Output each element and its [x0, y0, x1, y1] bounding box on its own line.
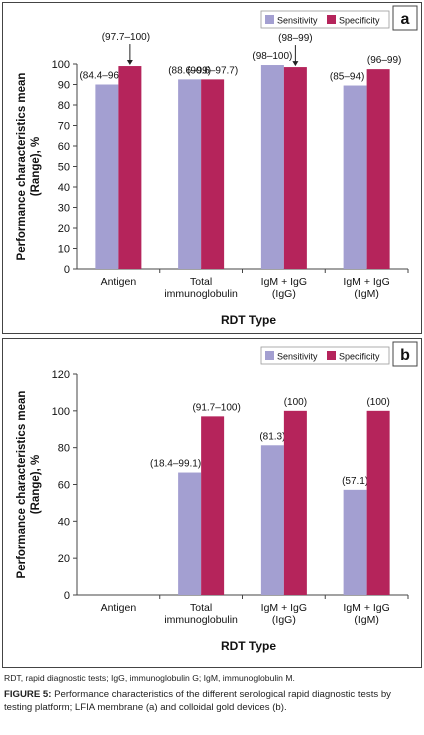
- chart-a-bar-specificity: [366, 69, 390, 269]
- chart-a-data-label: (90.6–97.7): [187, 65, 238, 76]
- chart-b-bar-specificity: [201, 416, 225, 595]
- chart-a-arrow-head: [292, 61, 299, 67]
- chart-a-panel-letter: a: [401, 11, 410, 28]
- chart-a-y-tick-label: 70: [58, 121, 70, 133]
- chart-a-x-tick-label: Antigen: [101, 276, 137, 288]
- chart-a-bar-specificity: [118, 66, 142, 269]
- chart-a-x-tick-label: Total: [190, 276, 212, 288]
- chart-a-y-tick-label: 10: [58, 244, 70, 256]
- chart-a-x-tick-label: (IgG): [272, 288, 296, 300]
- chart-a-y-tick-label: 0: [64, 264, 70, 276]
- chart-a-y-tick-label: 30: [58, 203, 70, 215]
- chart-b-x-tick-label: Total: [190, 602, 212, 614]
- chart-b-bar-sensitivity: [343, 489, 367, 595]
- chart-b-data-label: (100): [366, 397, 389, 408]
- chart-a-bar-specificity: [283, 67, 307, 269]
- chart-b-bar-specificity: [366, 410, 390, 595]
- chart-a-legend-label: Specificity: [339, 16, 380, 26]
- chart-b-bar-specificity: [283, 410, 307, 595]
- chart-b-legend-swatch: [327, 351, 336, 360]
- chart-b-panel-letter: b: [400, 347, 410, 364]
- chart-a-bar-sensitivity: [343, 85, 367, 270]
- chart-a-data-label: (98–99): [278, 33, 312, 44]
- chart-b-y-tick-label: 40: [58, 516, 70, 528]
- caption-lead: FIGURE 5:: [4, 689, 52, 700]
- chart-b-bar-sensitivity: [178, 472, 202, 595]
- chart-a-y-tick-label: 100: [52, 59, 70, 71]
- chart-a-data-label: (98–100): [252, 51, 292, 62]
- chart-a-arrow-head: [126, 60, 133, 66]
- chart-a-y-tick-label: 50: [58, 162, 70, 174]
- chart-b-y-tick-label: 80: [58, 443, 70, 455]
- chart-b-data-label: (100): [284, 397, 307, 408]
- abbreviation-footnote: RDT, rapid diagnostic tests; IgG, immuno…: [4, 673, 295, 683]
- chart-a-bar-specificity: [201, 79, 225, 269]
- chart-a-x-axis-label: RDT Type: [221, 313, 276, 327]
- chart-a-legend-box: [260, 10, 390, 29]
- chart-b-legend-label: Specificity: [339, 352, 380, 362]
- chart-a-data-label: (84.4–96): [79, 71, 122, 82]
- chart-a-y-tick-label: 20: [58, 223, 70, 235]
- chart-a-y-tick-label: 80: [58, 100, 70, 112]
- chart-b-x-tick-label: (IgM): [354, 614, 379, 626]
- chart-a-y-axis-label: Performance characteristics mean (Range),…: [16, 73, 42, 261]
- chart-a-data-label: (88.6–99): [168, 65, 211, 76]
- chart-a-legend-swatch: [265, 15, 274, 24]
- chart-b-x-axis-label: RDT Type: [221, 639, 276, 653]
- chart-b-y-tick-label: 0: [64, 590, 70, 602]
- chart-b-panel-letter-box: [392, 341, 418, 367]
- chart-b-x-tick-label: (IgG): [272, 614, 296, 626]
- chart-b-data-label: (18.4–99.1): [150, 459, 201, 470]
- chart-a-x-tick-label: IgM + IgG: [343, 276, 389, 288]
- chart-b-x-tick-label: immunoglobulin: [164, 614, 238, 626]
- chart-a-bar-sensitivity: [260, 65, 284, 270]
- chart-a-svg: 0 10 20 30 40 50 60 70 80 90 100 Performance charac…: [16, 5, 418, 327]
- figure-caption: FIGURE 5: Performance characteristics of…: [4, 689, 420, 714]
- chart-b-bar-sensitivity: [260, 445, 284, 595]
- chart-a-data-label: (85–94): [330, 72, 364, 83]
- chart-a-legend-label: Sensitivity: [277, 16, 318, 26]
- chart-b-legend-label: Sensitivity: [277, 352, 318, 362]
- chart-a-y-tick-label: 90: [58, 80, 70, 92]
- chart-a-legend-swatch: [327, 15, 336, 24]
- chart-b-y-tick-label: 120: [52, 369, 70, 381]
- chart-b-data-label: (57.1): [342, 476, 368, 487]
- chart-b-y-axis-label: Performance characteristics mean (Range),…: [16, 391, 42, 579]
- chart-b-svg: 0 20 40 60 80 100 120 Performance characteristi…: [16, 341, 418, 653]
- chart-b-x-tick-label: IgM + IgG: [343, 602, 389, 614]
- chart-a-panel-letter-box: [392, 5, 418, 31]
- chart-panel-a: 0 10 20 30 40 50 60 70 80 90 100 Performance charac…: [2, 2, 422, 334]
- caption-text: Performance characteristics of the diffe…: [4, 689, 391, 713]
- chart-a-x-tick-label: immunoglobulin: [164, 288, 238, 300]
- chart-b-x-tick-label: IgM + IgG: [261, 602, 307, 614]
- chart-a-x-tick-label: IgM + IgG: [261, 276, 307, 288]
- chart-panel-b: 0 20 40 60 80 100 120 Performance characteristi…: [2, 338, 422, 668]
- chart-b-y-tick-label: 60: [58, 480, 70, 492]
- chart-a-bar-sensitivity: [178, 79, 202, 269]
- chart-b-legend-swatch: [265, 351, 274, 360]
- chart-b-data-label: (81.3): [259, 431, 285, 442]
- chart-a-x-tick-label: (IgM): [354, 288, 379, 300]
- chart-a-y-tick-label: 60: [58, 141, 70, 153]
- chart-b-y-tick-label: 100: [52, 406, 70, 418]
- chart-a-data-label: (97.7–100): [102, 32, 150, 43]
- chart-a-bar-sensitivity: [95, 84, 119, 269]
- chart-b-y-tick-label: 20: [58, 553, 70, 565]
- chart-b-x-tick-label: Antigen: [101, 602, 137, 614]
- chart-a-y-tick-label: 40: [58, 182, 70, 194]
- chart-b-legend-box: [260, 346, 390, 365]
- chart-b-data-label: (91.7–100): [192, 402, 240, 413]
- chart-a-data-label: (96–99): [367, 55, 401, 66]
